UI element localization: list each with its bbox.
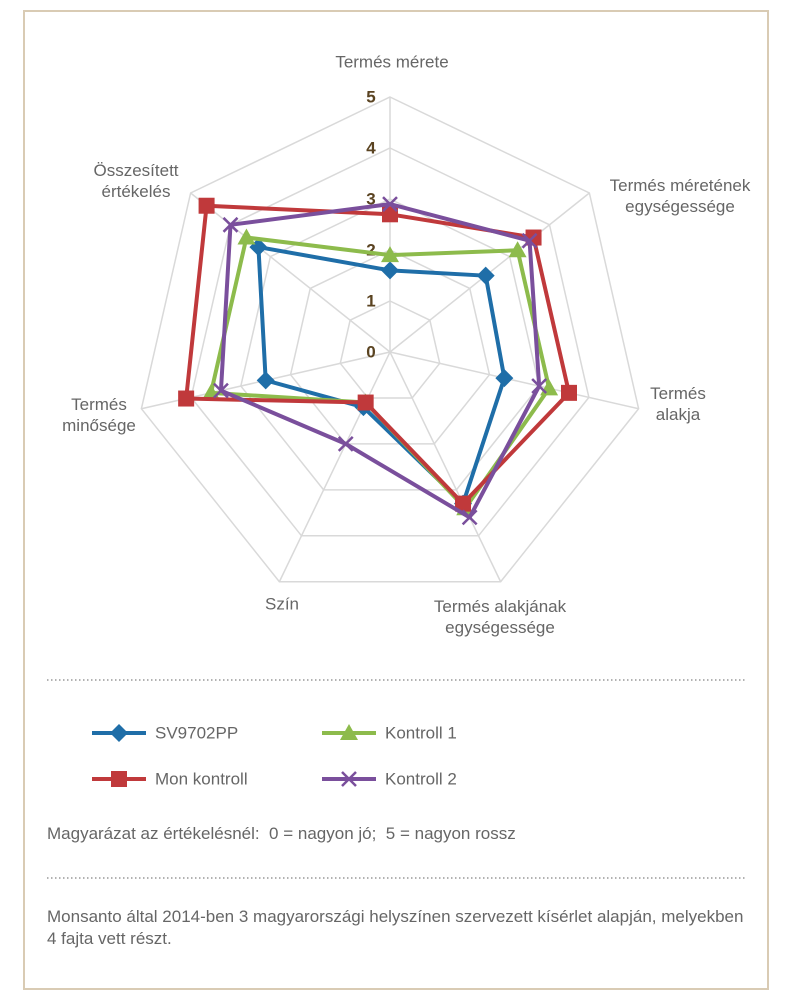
data-marker	[531, 378, 548, 394]
legend-label: Kontroll 1	[385, 723, 457, 742]
data-marker	[461, 509, 478, 526]
r-tick-label: 1	[366, 291, 375, 310]
data-marker	[256, 371, 275, 390]
data-marker	[337, 436, 354, 452]
legend-marker	[110, 724, 128, 742]
grid-ring	[190, 147, 590, 537]
data-marker	[521, 232, 538, 249]
legend-label: Kontroll 2	[385, 769, 457, 788]
category-label: Termés alakjának egységessége	[433, 597, 567, 637]
category-label: Szín	[264, 594, 300, 614]
legend-marker	[341, 771, 357, 787]
grid-ring	[240, 198, 540, 491]
data-marker	[382, 196, 398, 212]
data-marker	[382, 206, 398, 223]
data-marker	[455, 495, 472, 512]
data-marker	[560, 384, 577, 401]
data-marker	[357, 394, 374, 411]
spoke	[389, 351, 639, 410]
series-line	[184, 203, 571, 506]
data-marker	[213, 382, 229, 399]
category-label: Termés méretének egységessége	[609, 176, 751, 216]
r-tick-label: 4	[366, 138, 376, 157]
r-tick-label: 3	[366, 189, 375, 208]
category-label: Összesített értékelés	[93, 161, 179, 201]
r-tick-label: 0	[366, 342, 375, 361]
category-label: Termés alakja	[650, 384, 706, 424]
source: Monsanto által 2014-ben 3 magyarországi …	[47, 907, 744, 948]
grid-ring	[140, 96, 640, 583]
data-marker	[495, 369, 514, 388]
legend-label: SV9702PP	[155, 723, 238, 742]
r-tick-label: 5	[366, 87, 375, 106]
spoke	[389, 351, 502, 583]
data-marker	[198, 197, 215, 214]
data-marker	[222, 216, 239, 233]
page: 0 1 2 3 4 5 SV9702PP Kontroll 1 Mon kontroll Kont…	[23, 10, 769, 990]
data-marker	[237, 228, 256, 245]
note: Magyarázat az értékelésnél: 0 = nagyon j…	[47, 824, 516, 843]
category-label: Termés minősége	[62, 395, 136, 435]
data-marker	[508, 241, 527, 258]
r-tick-label: 2	[366, 240, 375, 259]
series-line	[218, 202, 542, 520]
legend-label: Mon kontroll	[155, 769, 248, 788]
legend-marker	[340, 724, 358, 740]
data-marker	[178, 390, 195, 407]
data-marker	[476, 266, 495, 285]
data-marker	[381, 261, 399, 280]
chart: 0 1 2 3 4 5 SV9702PP Kontroll 1 Mon kontroll Kont…	[47, 87, 745, 879]
data-marker	[381, 246, 399, 263]
spoke	[278, 351, 391, 583]
category-label: Termés mérete	[335, 52, 449, 72]
legend-marker	[111, 771, 127, 787]
grid-ring	[289, 249, 491, 445]
grid-ring	[339, 300, 441, 399]
